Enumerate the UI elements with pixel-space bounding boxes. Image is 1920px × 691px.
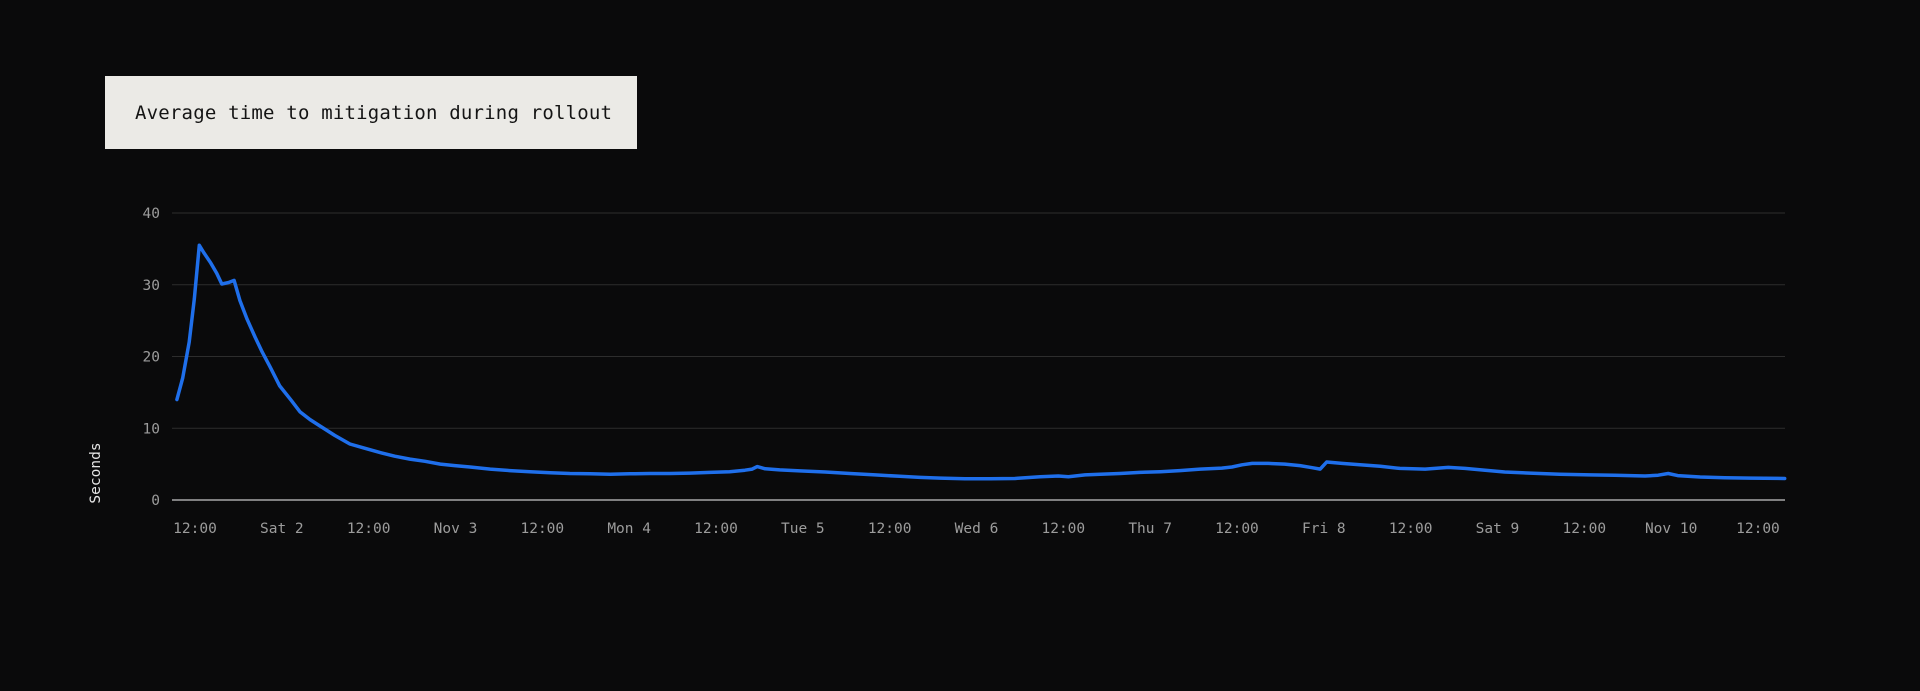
x-tick-label: Sat 2 <box>260 521 304 537</box>
series-line <box>175 243 1787 481</box>
y-axis-title: Seconds <box>88 442 104 503</box>
x-tick-label: 12:00 <box>1562 521 1606 537</box>
x-tick-label: Wed 6 <box>955 521 999 537</box>
y-tick-label: 20 <box>143 350 160 366</box>
x-tick-label: 12:00 <box>1041 521 1085 537</box>
chart-title-box: Average time to mitigation during rollou… <box>105 76 637 149</box>
chart-title: Average time to mitigation during rollou… <box>135 101 613 124</box>
y-tick-label: 0 <box>151 493 160 509</box>
x-tick-label: Mon 4 <box>607 521 651 537</box>
x-tick-label: 12:00 <box>694 521 738 537</box>
x-tick-label: Nov 10 <box>1645 521 1697 537</box>
x-tick-label: Nov 3 <box>434 521 478 537</box>
x-tick-label: 12:00 <box>1736 521 1780 537</box>
x-tick-label: Fri 8 <box>1302 521 1346 537</box>
x-tick-label: 12:00 <box>173 521 217 537</box>
x-tick-label: 12:00 <box>1389 521 1433 537</box>
x-tick-label: Tue 5 <box>781 521 825 537</box>
y-tick-label: 40 <box>143 206 160 222</box>
x-tick-label: Sat 9 <box>1476 521 1520 537</box>
x-tick-label: Thu 7 <box>1128 521 1172 537</box>
x-tick-label: 12:00 <box>520 521 564 537</box>
y-tick-label: 10 <box>143 421 160 437</box>
x-tick-label: 12:00 <box>347 521 391 537</box>
x-tick-label: 12:00 <box>868 521 912 537</box>
x-tick-label: 12:00 <box>1215 521 1259 537</box>
y-tick-label: 30 <box>143 278 160 294</box>
